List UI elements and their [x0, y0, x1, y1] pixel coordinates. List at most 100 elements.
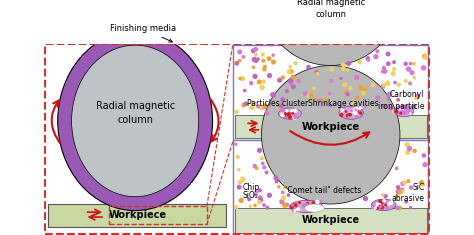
Circle shape: [292, 85, 295, 89]
Bar: [233, 140, 428, 233]
Circle shape: [393, 68, 395, 70]
Circle shape: [286, 115, 288, 117]
Ellipse shape: [58, 31, 212, 211]
Circle shape: [355, 112, 357, 115]
Circle shape: [244, 90, 246, 92]
Circle shape: [274, 176, 278, 180]
Circle shape: [350, 110, 354, 113]
Circle shape: [237, 185, 241, 189]
Circle shape: [293, 114, 295, 115]
Circle shape: [258, 198, 263, 202]
Circle shape: [242, 103, 246, 107]
Circle shape: [348, 116, 349, 118]
Circle shape: [394, 82, 396, 84]
Circle shape: [267, 57, 271, 60]
Circle shape: [307, 94, 310, 97]
Circle shape: [242, 56, 245, 58]
Text: Workpiece: Workpiece: [301, 122, 360, 132]
Circle shape: [289, 66, 292, 68]
Circle shape: [287, 194, 290, 196]
Circle shape: [365, 105, 367, 107]
Circle shape: [391, 201, 392, 202]
Bar: [233, 45, 428, 140]
Circle shape: [381, 206, 383, 209]
Circle shape: [281, 98, 284, 101]
Circle shape: [383, 201, 384, 202]
Circle shape: [405, 200, 408, 203]
Circle shape: [397, 190, 401, 194]
Circle shape: [254, 194, 255, 196]
Circle shape: [244, 102, 247, 105]
Text: "Comet tail" defects: "Comet tail" defects: [284, 186, 361, 195]
Circle shape: [410, 71, 414, 74]
Circle shape: [356, 108, 358, 109]
Circle shape: [286, 115, 289, 118]
Circle shape: [293, 116, 296, 119]
Circle shape: [386, 81, 389, 84]
Circle shape: [255, 59, 258, 62]
Circle shape: [407, 180, 410, 182]
Circle shape: [248, 198, 250, 200]
Circle shape: [250, 82, 253, 85]
Circle shape: [286, 204, 289, 206]
Circle shape: [310, 94, 313, 97]
Ellipse shape: [305, 204, 324, 212]
Text: Workpiece: Workpiece: [301, 215, 360, 225]
Circle shape: [291, 75, 294, 79]
Circle shape: [239, 78, 241, 80]
Circle shape: [313, 87, 315, 90]
Circle shape: [259, 189, 261, 192]
Circle shape: [258, 105, 262, 109]
Circle shape: [264, 104, 267, 107]
Text: SiC
abrasive: SiC abrasive: [392, 183, 424, 204]
Circle shape: [358, 111, 360, 112]
Circle shape: [284, 186, 286, 188]
Circle shape: [281, 113, 284, 116]
Circle shape: [282, 191, 284, 193]
Circle shape: [237, 168, 240, 171]
Circle shape: [366, 57, 369, 60]
Circle shape: [388, 83, 390, 85]
Circle shape: [295, 202, 297, 204]
Circle shape: [345, 91, 348, 94]
Circle shape: [412, 104, 416, 108]
Circle shape: [307, 66, 310, 69]
Circle shape: [265, 171, 268, 174]
Circle shape: [349, 114, 351, 116]
Circle shape: [263, 68, 266, 71]
Circle shape: [397, 186, 400, 189]
Circle shape: [314, 207, 316, 209]
Circle shape: [388, 203, 390, 205]
Circle shape: [283, 203, 287, 207]
Circle shape: [304, 207, 306, 208]
Circle shape: [257, 105, 259, 108]
Circle shape: [292, 111, 294, 114]
Circle shape: [351, 110, 352, 112]
Circle shape: [238, 181, 241, 184]
Circle shape: [392, 72, 395, 75]
Circle shape: [341, 109, 343, 111]
Circle shape: [255, 167, 258, 169]
Circle shape: [387, 62, 390, 65]
Ellipse shape: [279, 108, 301, 119]
Circle shape: [397, 111, 399, 113]
Circle shape: [260, 157, 263, 160]
Circle shape: [395, 110, 397, 113]
Ellipse shape: [339, 106, 363, 119]
Circle shape: [265, 111, 268, 114]
Circle shape: [374, 207, 376, 209]
Circle shape: [287, 70, 291, 74]
Circle shape: [251, 101, 255, 105]
Circle shape: [386, 207, 388, 208]
Circle shape: [356, 116, 358, 118]
Circle shape: [319, 99, 321, 101]
Circle shape: [294, 62, 297, 65]
Circle shape: [236, 155, 239, 158]
Circle shape: [254, 48, 257, 51]
Circle shape: [313, 98, 316, 101]
Circle shape: [346, 69, 348, 71]
Circle shape: [254, 204, 256, 207]
Circle shape: [403, 181, 406, 184]
Circle shape: [314, 206, 318, 209]
Circle shape: [404, 106, 406, 108]
